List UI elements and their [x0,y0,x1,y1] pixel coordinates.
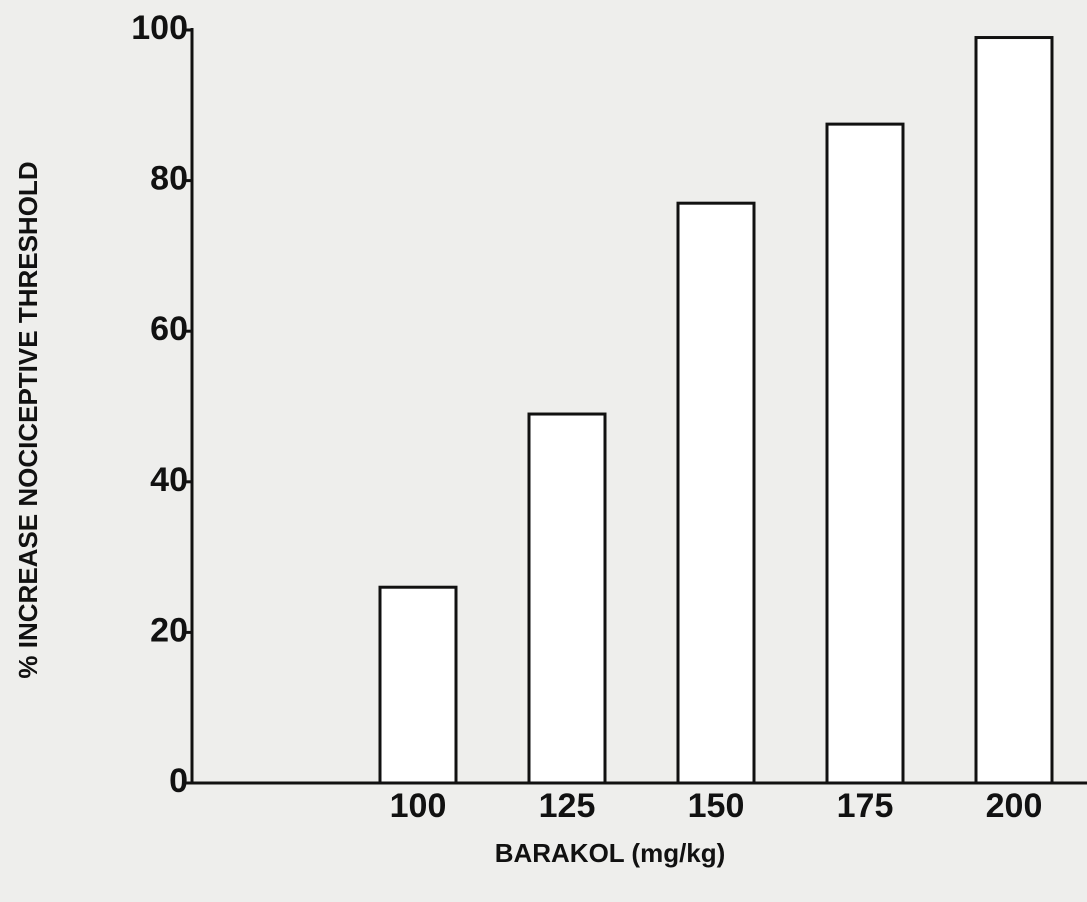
chart: % INCREASE NOCICEPTIVE THRESHOLD BARAKOL… [0,0,1087,902]
bar [529,414,605,783]
x-tick-label: 100 [390,787,447,825]
x-tick-label: 150 [688,787,745,825]
x-axis-label: BARAKOL (mg/kg) [495,838,726,868]
y-tick-label: 80 [150,160,188,198]
x-tick-label: 175 [837,787,894,825]
y-tick-label: 0 [169,762,188,800]
y-axis-label: % INCREASE NOCICEPTIVE THRESHOLD [13,161,43,678]
bar [976,38,1052,783]
bar [827,124,903,783]
y-tick-label: 60 [150,310,188,348]
y-tick-label: 100 [131,9,188,47]
y-tick-label: 20 [150,611,188,649]
x-tick-label: 125 [539,787,596,825]
x-tick-label: 200 [986,787,1043,825]
y-tick-label: 40 [150,461,188,499]
bar [380,587,456,783]
bar [678,203,754,783]
